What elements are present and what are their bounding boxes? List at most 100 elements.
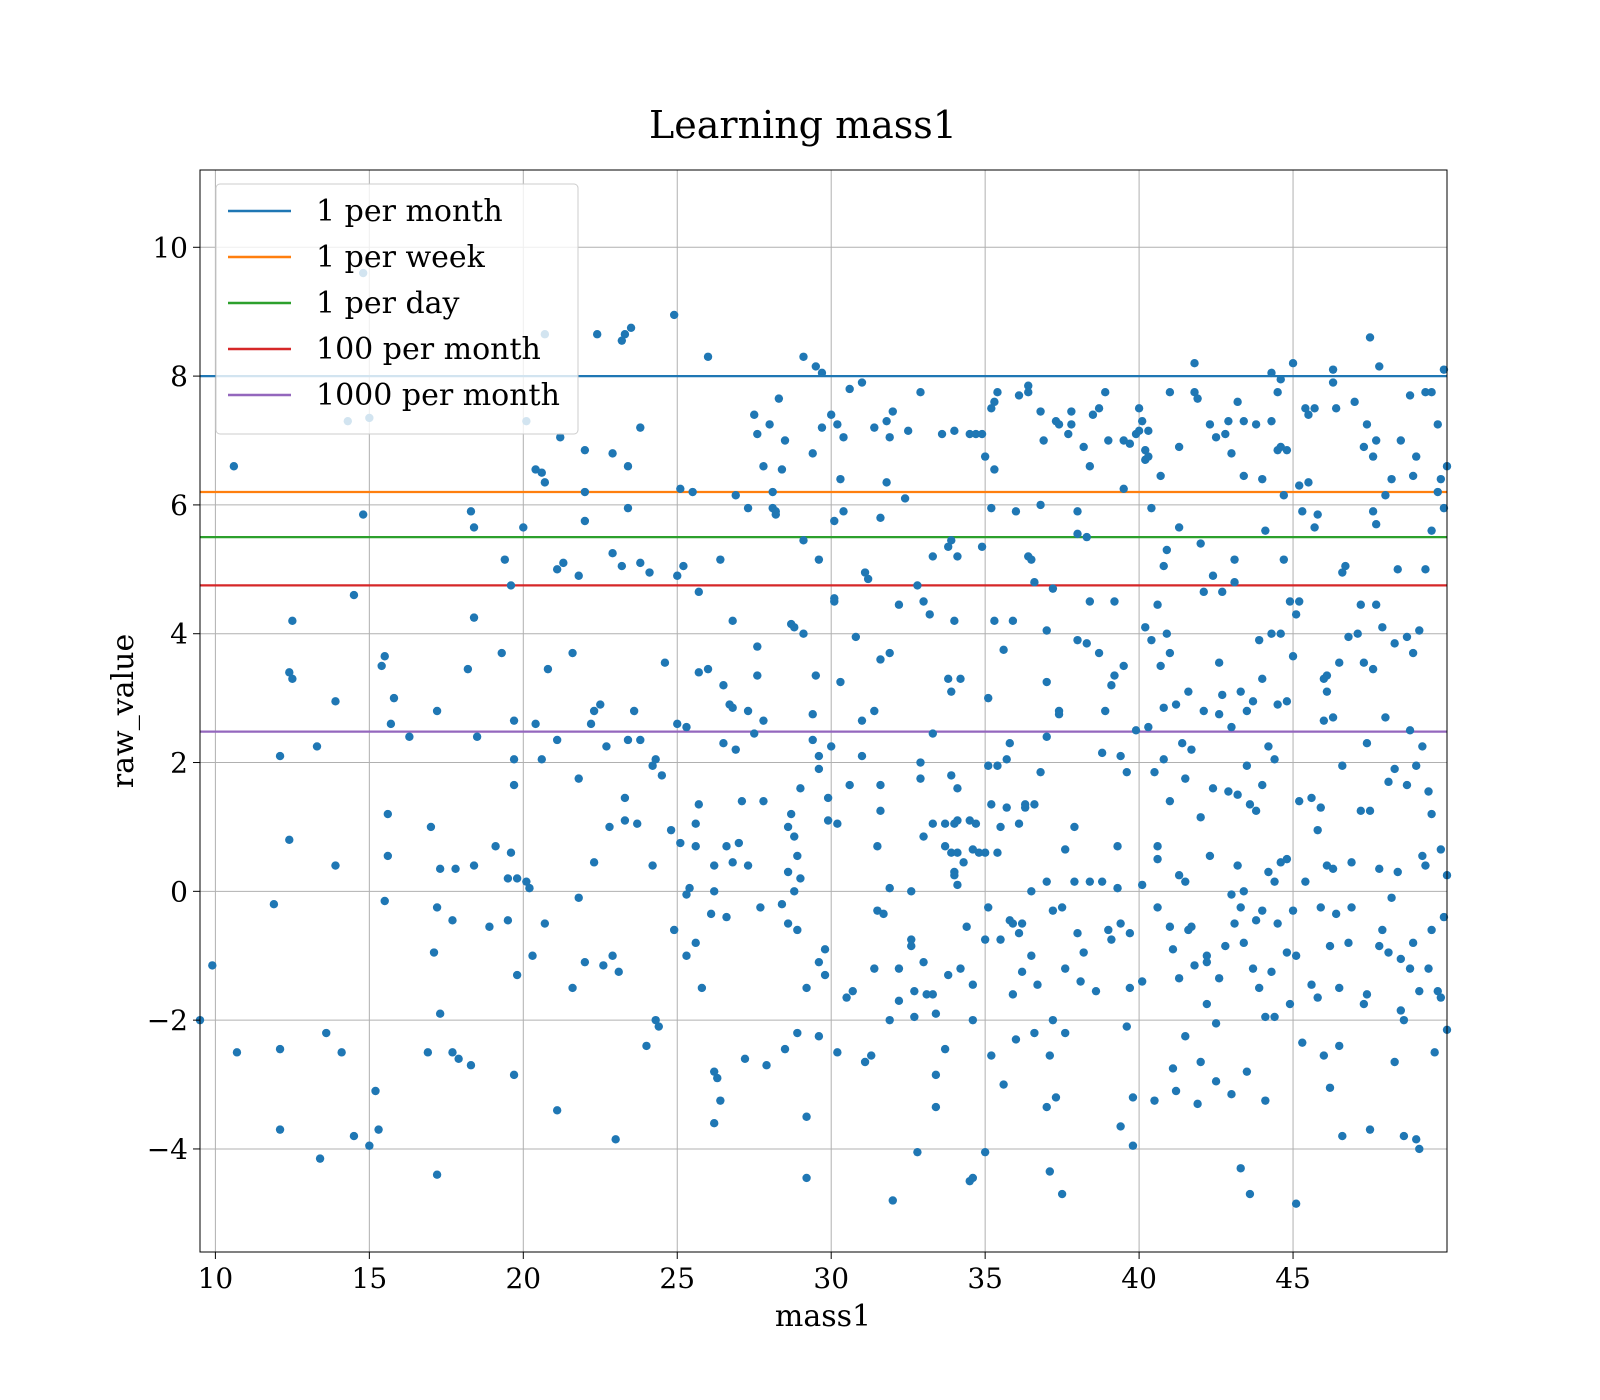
data-point <box>1362 739 1372 748</box>
data-point <box>1393 867 1402 877</box>
data-point <box>1371 600 1381 609</box>
data-point <box>786 809 796 819</box>
data-point <box>1116 751 1125 761</box>
data-point <box>993 761 1002 770</box>
data-point <box>694 800 703 809</box>
data-point <box>315 1154 325 1163</box>
data-point <box>1061 845 1070 854</box>
data-point <box>1094 648 1104 658</box>
data-point <box>1390 1057 1399 1067</box>
data-point <box>1298 507 1307 516</box>
data-point <box>232 1048 242 1057</box>
data-point <box>1045 1167 1055 1176</box>
data-point <box>1002 803 1011 812</box>
data-point <box>1014 819 1024 828</box>
data-point <box>592 330 602 339</box>
data-point <box>1134 426 1144 436</box>
data-point <box>870 423 879 432</box>
data-point <box>574 571 583 580</box>
data-point <box>645 568 654 577</box>
data-point <box>876 655 885 664</box>
data-point <box>1153 903 1162 912</box>
data-point <box>1365 806 1375 816</box>
data-point <box>1205 420 1215 429</box>
data-point <box>275 751 285 761</box>
y-tick-label: 0 <box>170 875 188 908</box>
data-point <box>1304 410 1313 419</box>
data-point <box>1088 410 1098 419</box>
data-point <box>1057 1189 1067 1199</box>
data-point <box>740 1054 750 1063</box>
data-point <box>953 880 962 890</box>
legend-label: 100 per month <box>316 332 541 367</box>
data-point <box>913 581 922 590</box>
data-point <box>1248 964 1258 973</box>
data-point <box>673 571 682 580</box>
data-point <box>1381 713 1390 722</box>
data-point <box>1042 1102 1051 1112</box>
data-point <box>1239 938 1248 948</box>
data-point <box>928 729 938 738</box>
data-point <box>728 703 737 712</box>
data-point <box>1082 639 1091 648</box>
data-point <box>916 387 925 397</box>
data-point <box>1110 597 1119 606</box>
data-point <box>552 565 562 574</box>
data-point <box>1362 990 1372 999</box>
data-point <box>1239 471 1248 481</box>
data-point <box>953 552 962 561</box>
data-point <box>1128 1093 1138 1102</box>
data-point <box>1101 706 1110 716</box>
data-point <box>1036 767 1045 777</box>
data-point <box>691 842 700 851</box>
data-point <box>882 478 891 487</box>
data-point <box>1288 359 1298 368</box>
data-point <box>1085 597 1095 606</box>
data-point <box>1208 784 1218 793</box>
data-point <box>685 883 694 893</box>
data-point <box>1298 1038 1307 1047</box>
data-point <box>1239 416 1248 426</box>
data-point <box>953 816 962 825</box>
data-point <box>1439 503 1449 513</box>
data-point <box>1187 745 1196 754</box>
data-point <box>648 761 657 770</box>
data-point <box>1027 951 1036 960</box>
data-point <box>1097 748 1107 758</box>
data-point <box>750 729 759 738</box>
data-point <box>1412 452 1421 461</box>
data-point <box>944 970 953 980</box>
data-point <box>365 1141 374 1150</box>
data-point <box>1024 387 1033 397</box>
data-point <box>1190 961 1199 970</box>
data-point <box>1027 555 1036 564</box>
data-point <box>814 1032 824 1041</box>
data-point <box>1285 597 1295 606</box>
data-point <box>990 397 999 407</box>
data-point <box>876 780 885 790</box>
data-point <box>1325 1083 1335 1092</box>
data-point <box>669 310 679 320</box>
data-point <box>907 887 916 896</box>
data-point <box>1328 378 1338 387</box>
data-point <box>1258 674 1267 683</box>
data-point <box>1375 864 1384 873</box>
data-point <box>947 687 956 696</box>
data-point <box>1076 977 1085 986</box>
data-point <box>1359 999 1369 1009</box>
data-point <box>913 1147 922 1157</box>
data-point <box>1368 507 1378 516</box>
data-point <box>1433 986 1442 996</box>
data-point <box>1375 941 1384 951</box>
data-point <box>383 851 393 861</box>
data-point <box>531 465 540 474</box>
x-tick-label: 45 <box>1275 1262 1311 1295</box>
data-point <box>1267 368 1276 378</box>
data-point <box>435 1009 445 1018</box>
data-point <box>719 739 728 748</box>
data-point <box>1070 877 1079 886</box>
data-point <box>1159 703 1168 712</box>
data-point <box>466 1061 476 1070</box>
data-point <box>980 452 990 461</box>
data-point <box>1316 803 1325 812</box>
